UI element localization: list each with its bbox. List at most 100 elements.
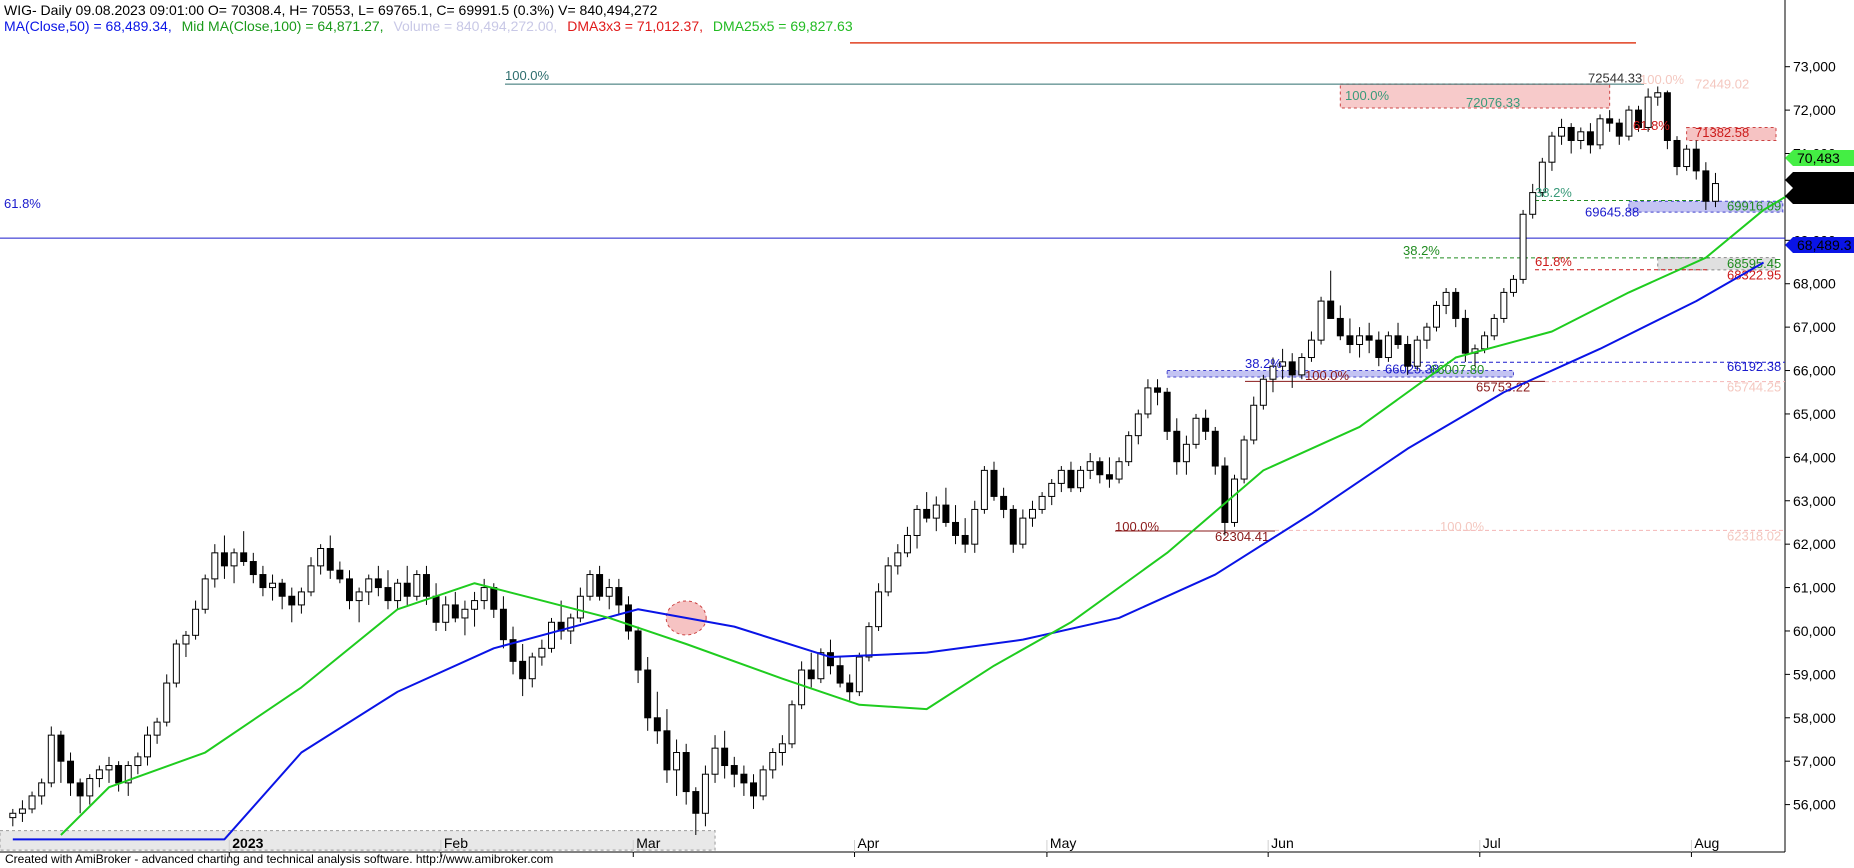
footer-credit: Created with AmiBroker - advanced charti… bbox=[5, 852, 554, 866]
candle-body-177 bbox=[1711, 183, 1719, 202]
candle-body-30 bbox=[297, 591, 305, 606]
candle-body-131 bbox=[1269, 365, 1277, 380]
candle-body-73 bbox=[711, 747, 719, 775]
candle-body-4 bbox=[47, 734, 55, 784]
price-box-1 bbox=[1785, 172, 1854, 188]
candle-body-111 bbox=[1077, 469, 1085, 489]
candle-body-171 bbox=[1654, 92, 1662, 98]
candle-body-162 bbox=[1567, 126, 1575, 141]
candle-body-87 bbox=[846, 682, 854, 693]
candle-body-76 bbox=[740, 773, 748, 784]
candle-body-16 bbox=[163, 682, 171, 723]
candle-body-37 bbox=[365, 578, 373, 593]
candle-body-114 bbox=[1105, 474, 1113, 480]
candle-body-81 bbox=[788, 704, 796, 745]
candle-body-106 bbox=[1029, 508, 1036, 519]
candle-body-172 bbox=[1663, 92, 1671, 141]
candle-body-127 bbox=[1231, 478, 1238, 523]
candle-body-118 bbox=[1144, 387, 1152, 415]
candle-body-6 bbox=[67, 760, 75, 784]
price-box-label-0: 70,483 bbox=[1797, 150, 1840, 166]
candle-body-15 bbox=[153, 721, 161, 736]
candle-body-10 bbox=[105, 765, 113, 771]
candle-body-44 bbox=[432, 595, 440, 623]
candle-body-138 bbox=[1336, 317, 1344, 337]
y-tick-label-5: 61,000 bbox=[1793, 580, 1836, 596]
candle-body-25 bbox=[249, 561, 257, 576]
resistance-zone-aug bbox=[1686, 126, 1777, 141]
candle-body-23 bbox=[230, 552, 238, 567]
candle-body-43 bbox=[422, 574, 430, 597]
candle-body-22 bbox=[220, 552, 228, 567]
candle-body-128 bbox=[1240, 439, 1248, 480]
dma25-legend: DMA25x5 = 69,827.63 bbox=[713, 18, 853, 34]
y-tick-label-2: 58,000 bbox=[1793, 710, 1836, 726]
candle-body-133 bbox=[1288, 361, 1296, 376]
candle-body-95 bbox=[923, 508, 931, 519]
candle-body-75 bbox=[730, 765, 738, 775]
x-tick-label-5: Jun bbox=[1271, 835, 1294, 851]
candle-body-33 bbox=[326, 548, 334, 571]
candle-body-60 bbox=[586, 574, 594, 597]
level-label-6: 68595.45 bbox=[1727, 256, 1781, 271]
candle-body-36 bbox=[355, 591, 363, 602]
candle-body-8 bbox=[86, 778, 94, 797]
support-zone-jan bbox=[0, 830, 716, 851]
candle-body-26 bbox=[259, 574, 267, 589]
candle-body-2 bbox=[28, 795, 36, 810]
y-tick-label-4: 60,000 bbox=[1793, 623, 1836, 639]
candle-body-142 bbox=[1375, 339, 1383, 359]
candle-body-140 bbox=[1356, 335, 1364, 345]
candle-body-41 bbox=[403, 582, 411, 597]
candle-body-13 bbox=[134, 756, 142, 767]
candle-body-17 bbox=[172, 643, 180, 684]
x-tick-label-6: Jul bbox=[1483, 835, 1501, 851]
candle-body-42 bbox=[413, 574, 421, 597]
candle-body-161 bbox=[1558, 126, 1566, 137]
y-tick-label-8: 64,000 bbox=[1793, 449, 1836, 465]
fib-label-38-2-jun: 38.2% bbox=[1245, 356, 1282, 371]
candle-body-136 bbox=[1317, 300, 1325, 341]
candles-layer bbox=[9, 86, 1719, 835]
candle-body-103 bbox=[1000, 495, 1008, 510]
y-tick-label-7: 63,000 bbox=[1793, 493, 1836, 509]
candle-body-167 bbox=[1615, 122, 1623, 137]
candle-body-72 bbox=[701, 773, 709, 814]
candle-body-61 bbox=[596, 574, 604, 597]
level-label-4: 69916.09 bbox=[1727, 199, 1781, 214]
candle-body-50 bbox=[490, 587, 498, 610]
fib-label-100-top: 100.0% bbox=[505, 68, 550, 83]
candle-body-71 bbox=[692, 791, 700, 814]
candle-body-46 bbox=[451, 604, 459, 619]
level-label-7: 68322.95 bbox=[1727, 268, 1781, 283]
price-boxes: 70,483 69,991.569,991.5 68,489.3 bbox=[1785, 150, 1854, 253]
candle-body-83 bbox=[807, 669, 815, 680]
volume-legend: Volume = 840,494,272.00, bbox=[393, 18, 557, 34]
zones-layer bbox=[0, 83, 1784, 851]
candle-body-90 bbox=[875, 591, 883, 628]
candle-body-21 bbox=[211, 552, 219, 580]
level-label-5: 69645.88 bbox=[1585, 204, 1639, 219]
x-tick-label-0: 2023 bbox=[232, 835, 263, 851]
candle-body-135 bbox=[1307, 339, 1315, 359]
candle-body-112 bbox=[1086, 461, 1094, 471]
candle-body-40 bbox=[394, 582, 402, 602]
candle-body-32 bbox=[317, 548, 325, 567]
price-box-3 bbox=[1785, 237, 1854, 253]
candle-body-53 bbox=[519, 660, 527, 680]
candle-body-24 bbox=[240, 552, 248, 563]
candle-body-141 bbox=[1365, 335, 1373, 341]
candle-body-65 bbox=[634, 630, 642, 671]
candle-body-62 bbox=[605, 587, 613, 597]
x-tick-label-1: Feb bbox=[444, 835, 468, 851]
candle-body-117 bbox=[1134, 413, 1142, 437]
candle-body-84 bbox=[817, 652, 825, 680]
level-label-8: 66192.38 bbox=[1727, 359, 1781, 374]
candle-body-34 bbox=[336, 569, 344, 580]
candle-body-39 bbox=[384, 587, 392, 602]
candle-body-123 bbox=[1192, 417, 1200, 445]
candle-body-49 bbox=[480, 587, 488, 602]
candle-body-68 bbox=[663, 730, 671, 771]
candle-body-0 bbox=[9, 812, 17, 819]
